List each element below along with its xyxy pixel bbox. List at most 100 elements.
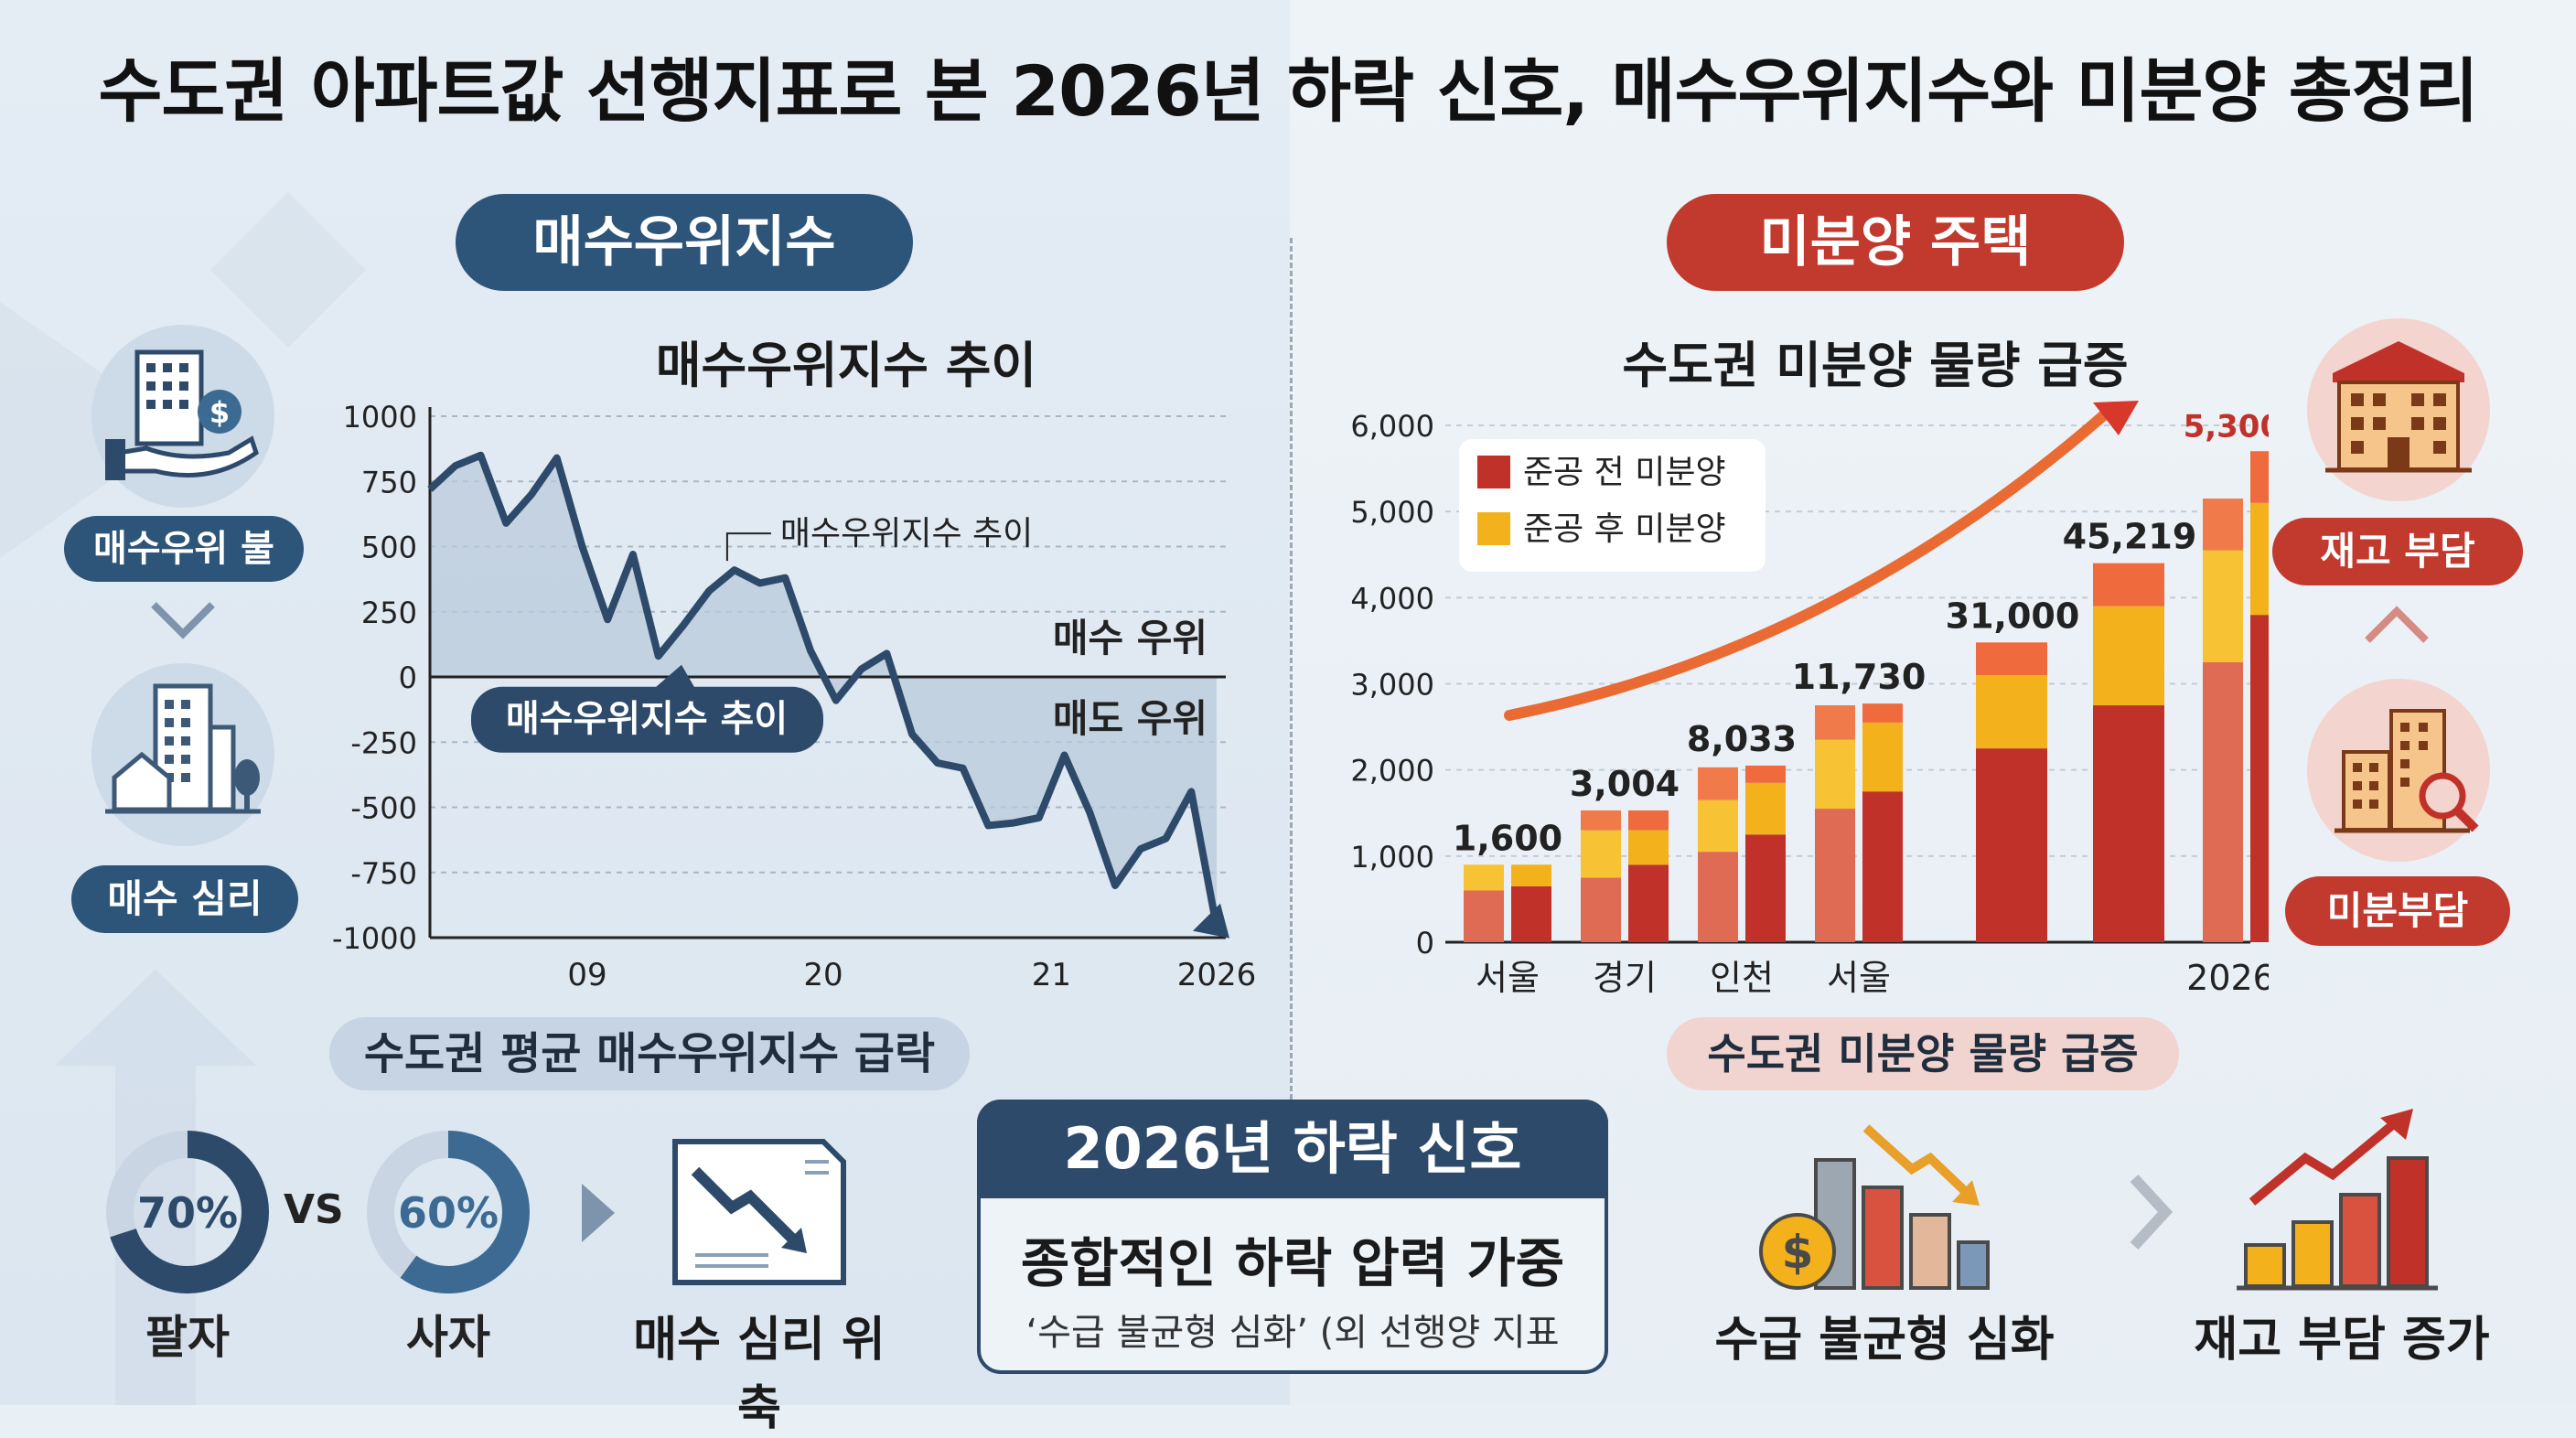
center-divider [1290, 238, 1293, 1363]
svg-text:$: $ [209, 395, 230, 430]
x-tick-label-3: 2026 [1177, 957, 1257, 993]
decline-signal-sub: ‘수급 불균형 심화’ (외 선행양 지표 [1025, 1312, 1560, 1354]
bar-0-0-seg0 [1464, 890, 1504, 942]
bar-y-tick-4: 2,000 [1350, 754, 1434, 789]
y-tick-label-5: -250 [350, 725, 417, 760]
page-title: 수도권 아파트값 선행지표로 본 2026년 하락 신호, 매수우위지수와 미분… [98, 50, 2478, 132]
right-footer-pill: 수도권 미분양 물량 급증 [1667, 1017, 2179, 1090]
apartment-house-icon [105, 683, 261, 814]
line-point-22 [987, 824, 990, 827]
bar-y-tick-1: 5,000 [1350, 495, 1434, 530]
buy-ratio-donut: 60% [367, 1131, 530, 1293]
apartment-house-icon-circle [91, 663, 274, 846]
inventory-increase-icon [2237, 1109, 2438, 1291]
building-money-icon: $ [105, 349, 259, 480]
y-tick-label-1: 750 [361, 465, 417, 499]
line-point-1 [454, 465, 456, 467]
chevron-down-icon [151, 602, 215, 639]
bar-x-tick-2: 인천 [1710, 958, 1774, 998]
bar-2-1-seg0 [1745, 834, 1786, 942]
area-label-pointer [654, 664, 695, 689]
building-money-icon-circle: $ [91, 325, 274, 508]
line-point-11 [708, 589, 711, 592]
legend-box [1459, 439, 1766, 572]
bar-3-0-seg2 [1815, 705, 1855, 740]
bar-x-tick-1: 경기 [1593, 958, 1657, 998]
y-tick-label-4: 0 [399, 660, 417, 695]
bar-4-0-seg1 [1976, 675, 2047, 749]
supply-imbalance-icon: $ [1759, 1124, 1990, 1290]
unsold-building-search-icon-circle [2307, 679, 2490, 862]
decline-signal-box: 2026년 하락 신호 종합적인 하락 압력 가중 ‘수급 불균형 심화’ (외… [977, 1100, 1608, 1374]
y-tick-label-8: -1000 [332, 921, 417, 956]
left-section-label: 매수우위지수 [456, 194, 913, 291]
bar-3-0-seg1 [1815, 739, 1855, 810]
bar-value-label-1: 3,004 [1570, 764, 1680, 804]
bar-value-label-4: 31,000 [1946, 596, 2080, 636]
line-end-arrowhead [1193, 903, 1229, 939]
bar-3-1-seg2 [1862, 703, 1903, 723]
bar-3-1-seg0 [1862, 791, 1903, 942]
bar-6-1-seg0 [2250, 615, 2269, 942]
area-label: 매수우위지수 추이 [506, 698, 788, 740]
line-point-7 [606, 618, 609, 621]
line-point-25 [1063, 754, 1066, 757]
bar-0-1-seg1 [1511, 864, 1551, 886]
bar-x-tick-6: 2026년 [2186, 958, 2269, 998]
left-footer-pill: 수도권 평균 매수우위지수 급락 [329, 1017, 970, 1090]
bar-1-0-seg2 [1581, 810, 1621, 831]
line-point-5 [555, 456, 558, 459]
chevron-up-icon [2365, 606, 2429, 643]
bar-x-tick-0: 서울 [1476, 958, 1540, 998]
line-point-28 [1139, 848, 1142, 851]
apartment-building-icon [2325, 341, 2472, 473]
legend-label-0: 준공 전 미분양 [1523, 454, 1726, 491]
supply-imbalance-label: 수급 불균형 심화 [1714, 1313, 2055, 1368]
donut-fill-0 [106, 1131, 269, 1293]
line-point-17 [860, 668, 863, 671]
bar-1-1-seg2 [1628, 810, 1669, 831]
bar-6-1-seg2 [2250, 451, 2269, 503]
line-point-8 [631, 553, 634, 556]
bar-2-1-seg1 [1745, 782, 1786, 835]
donut-fill-1 [367, 1131, 530, 1293]
line-point-24 [1037, 816, 1040, 819]
bar-value-label-3: 11,730 [1792, 657, 1927, 697]
bar-value-label-0: 1,600 [1453, 818, 1562, 858]
unsold-housing-bar-chart: 6,000 5,000 4,000 3,000 2,000 1,000 0 1,600 서울 3,… [1350, 401, 2269, 998]
line-point-20 [936, 762, 939, 765]
bar-0-0-seg1 [1464, 864, 1504, 891]
right-chart-title: 수도권 미분양 물량 급증 [1622, 337, 2129, 394]
doc-label: 매수 심리 위축 [633, 1313, 886, 1436]
right-icon-label-bottom: 미분부담 [2285, 876, 2510, 946]
left-icon-label-top: 매수우위 불 [64, 516, 304, 582]
buy-label: 사자 [406, 1311, 490, 1364]
bar-1-0-seg0 [1581, 877, 1621, 942]
y-tick-label-6: -500 [350, 791, 417, 826]
line-series [427, 451, 1220, 928]
trend-arrow-head [2093, 401, 2139, 435]
line-point-0 [429, 488, 431, 490]
sell-ratio-value: 70% [137, 1188, 238, 1238]
line-point-21 [961, 767, 964, 769]
bar-3-1-seg1 [1862, 722, 1903, 792]
decline-signal-heading: 2026년 하락 신호 [977, 1100, 1608, 1198]
bar-value-label-5: 45,219 [2063, 517, 2197, 557]
sell-ratio-donut: 70% [106, 1131, 269, 1293]
bar-6-0-seg1 [2203, 550, 2243, 662]
bar-1-1-seg0 [1628, 864, 1669, 942]
sell-label: 팔자 [145, 1311, 230, 1364]
bar-6-0-seg2 [2203, 499, 2243, 551]
bar-2-1-seg2 [1745, 765, 1786, 783]
line-point-12 [733, 569, 735, 572]
x-tick-label-2: 21 [1032, 957, 1071, 993]
line-point-16 [834, 699, 837, 702]
bar-2-0-seg2 [1698, 767, 1738, 800]
trend-arrow-line [1504, 402, 2119, 721]
below-zero-label: 매도 우위 [1053, 696, 1208, 741]
bar-y-tick-0: 6,000 [1350, 409, 1434, 444]
legend-swatch-1 [1477, 512, 1510, 545]
bar-0-1-seg0 [1511, 885, 1551, 942]
line-point-27 [1114, 885, 1117, 886]
line-point-23 [1013, 821, 1015, 824]
